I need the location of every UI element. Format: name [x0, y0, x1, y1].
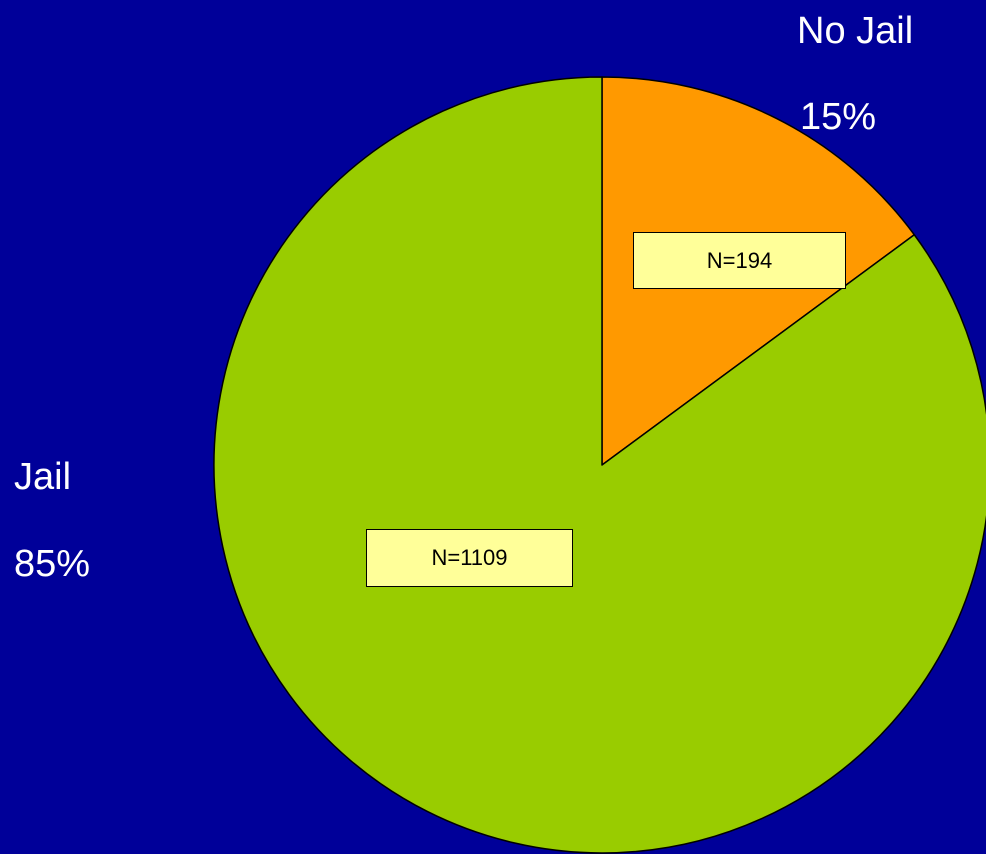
pie-slice-jail [213, 76, 986, 854]
n-count-label-no-jail: N=194 [633, 232, 846, 289]
slice-label-jail-percent: 85% [14, 543, 91, 585]
slice-label-jail-name: Jail [14, 456, 72, 498]
n-count-label-jail: N=1109 [366, 529, 573, 587]
slice-label-no-jail-name: No Jail [797, 10, 914, 52]
slice-label-no-jail-percent: 15% [800, 96, 877, 138]
